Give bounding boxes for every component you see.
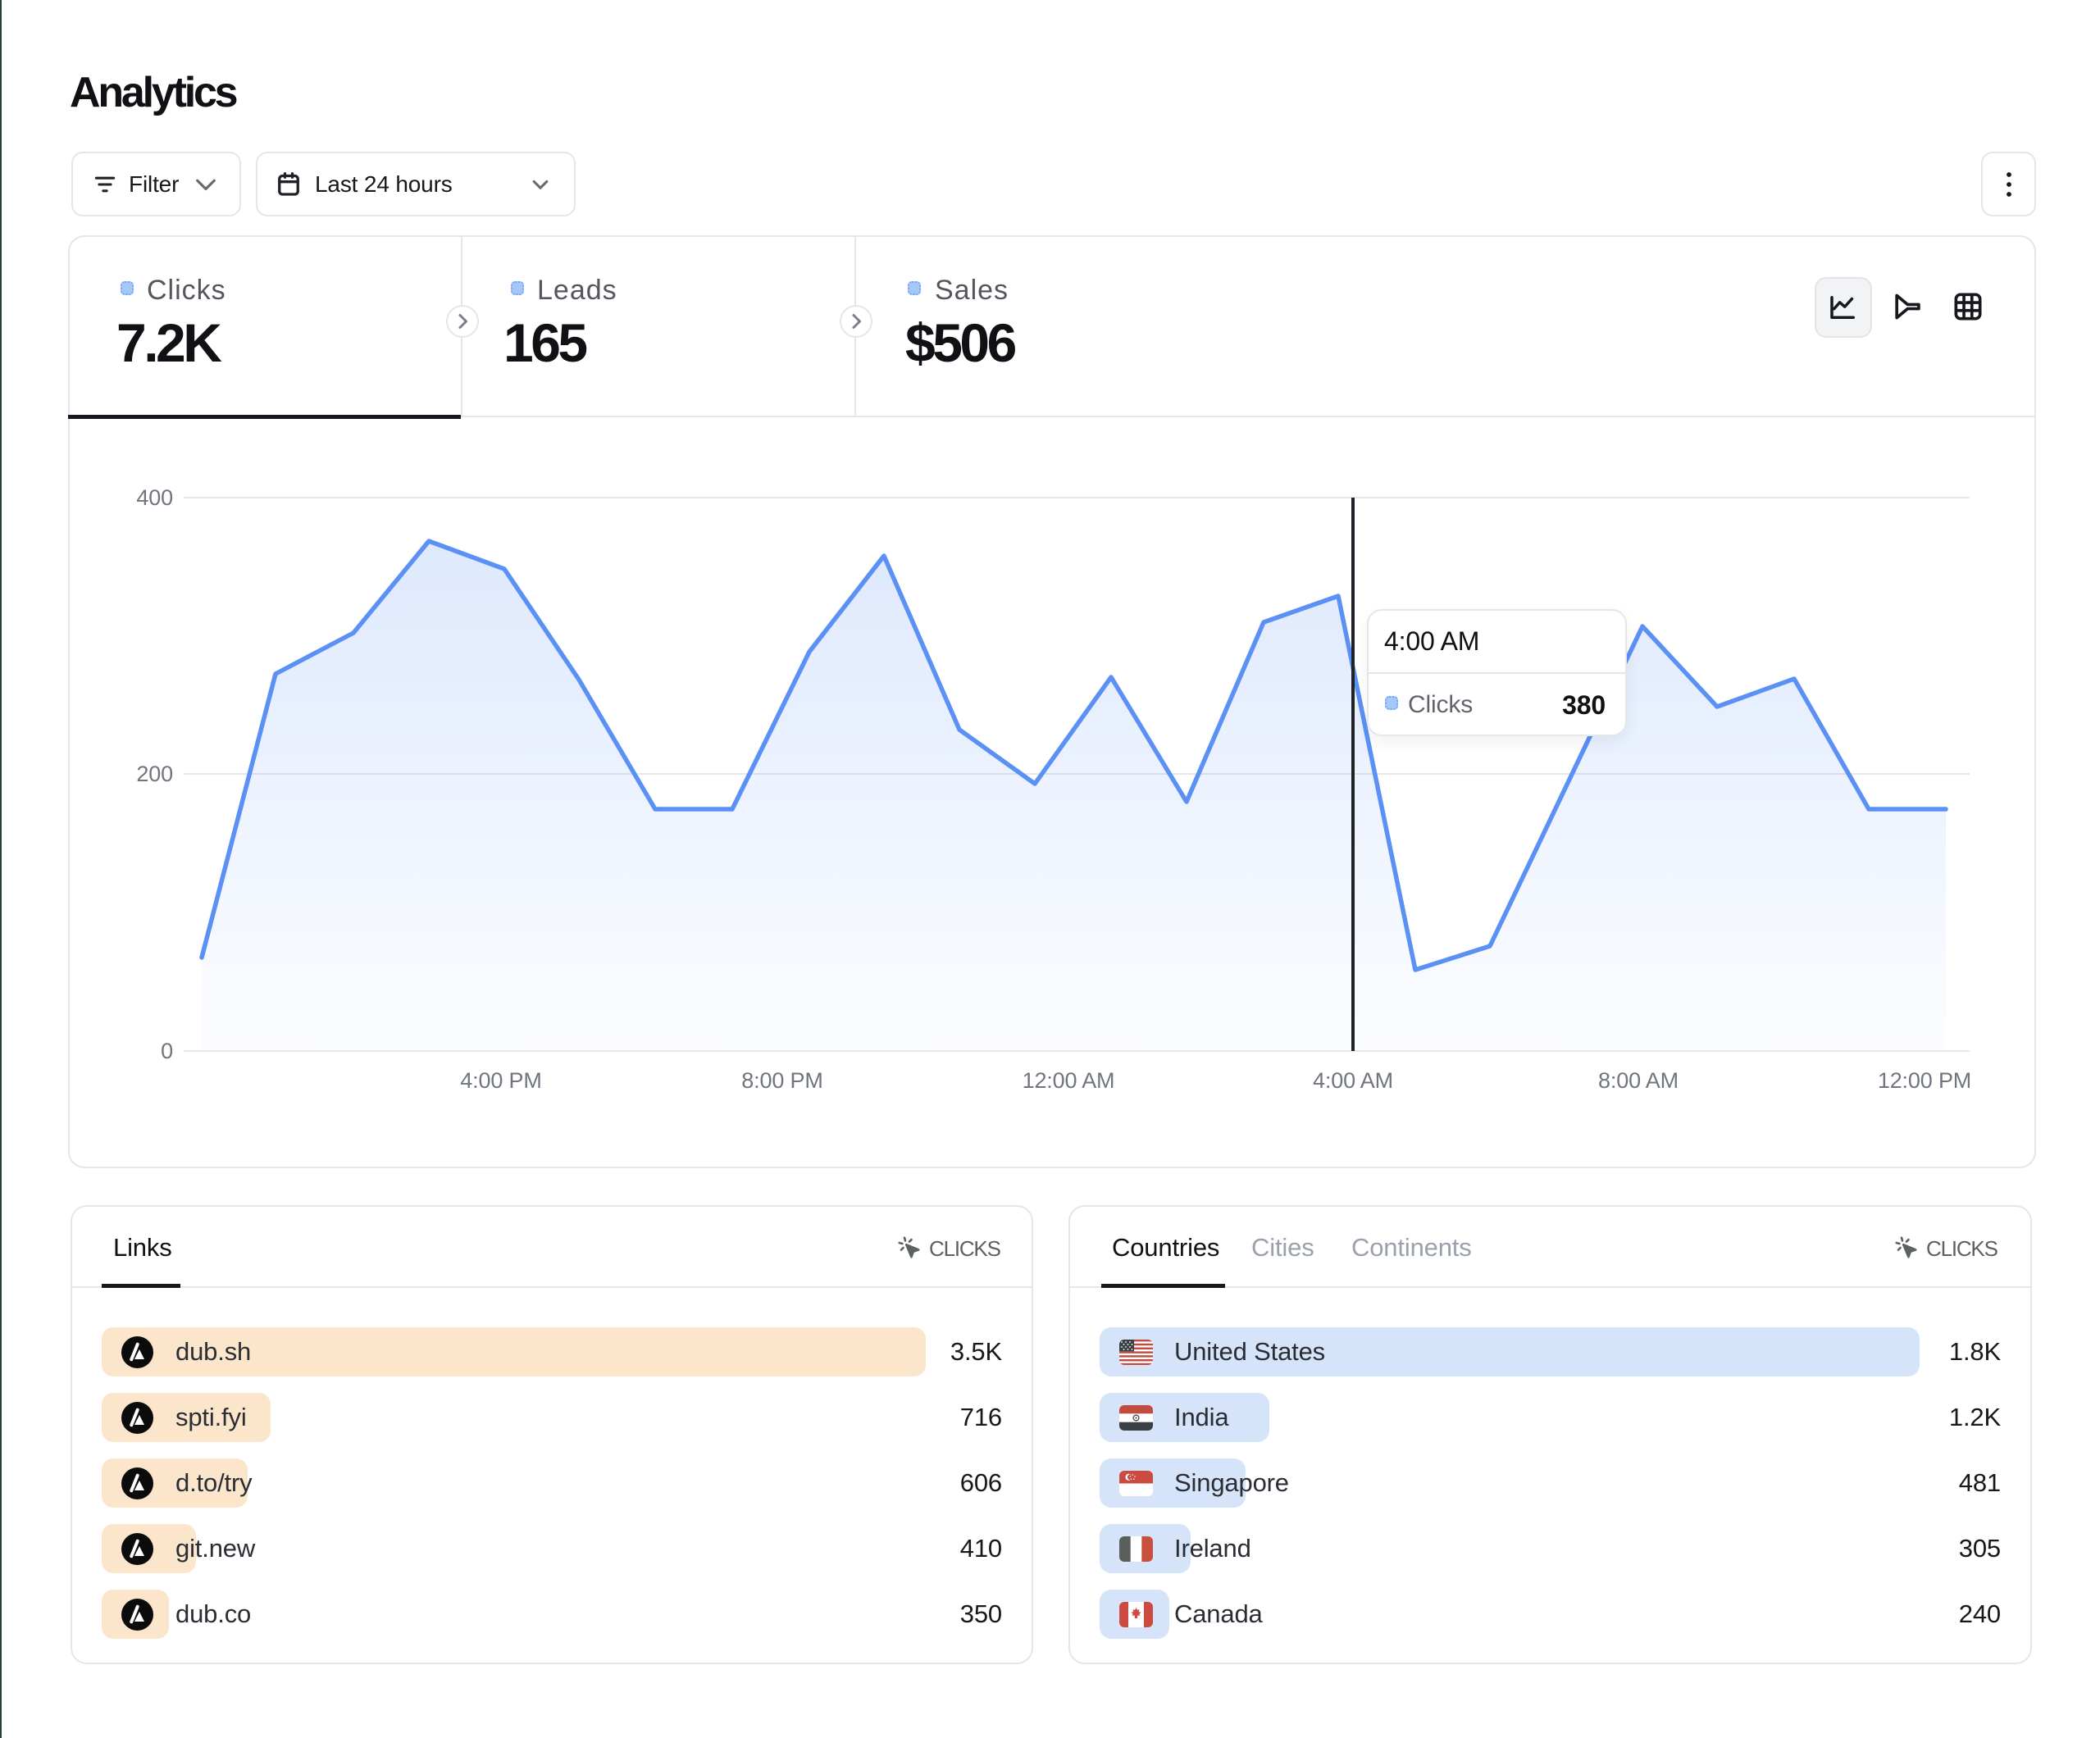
svg-text:0: 0	[161, 1039, 173, 1063]
svg-text:400: 400	[136, 485, 173, 510]
svg-text:4:00 PM: 4:00 PM	[460, 1068, 541, 1093]
svg-text:12:00 AM: 12:00 AM	[1023, 1068, 1115, 1093]
svg-text:8:00 AM: 8:00 AM	[1598, 1068, 1679, 1093]
svg-text:200: 200	[136, 762, 173, 786]
svg-text:12:00 PM: 12:00 PM	[1878, 1068, 1971, 1093]
svg-text:4:00 AM: 4:00 AM	[1313, 1068, 1393, 1093]
svg-text:8:00 PM: 8:00 PM	[741, 1068, 822, 1093]
